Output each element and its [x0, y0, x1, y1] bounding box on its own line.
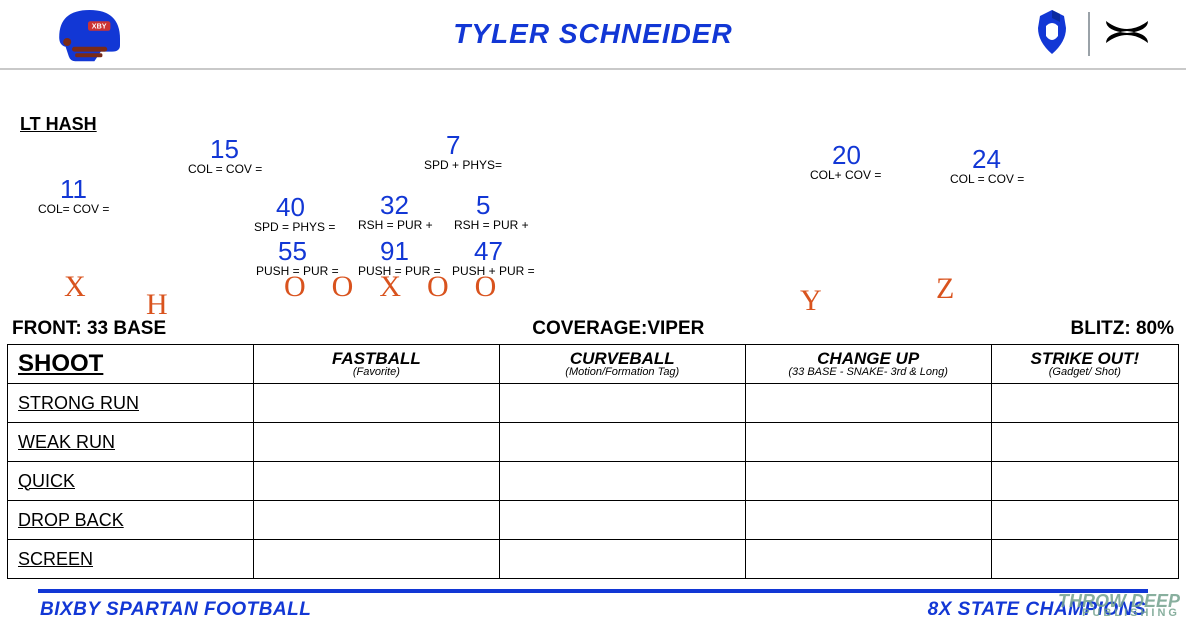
receiver-X: X — [64, 270, 86, 304]
offensive-line: OOXOO — [284, 270, 522, 304]
hash-label: LT HASH — [20, 114, 97, 135]
defender-num-20: 20 — [832, 140, 861, 171]
cell — [253, 462, 499, 501]
row-strong-run: STRONG RUN — [8, 384, 254, 423]
col-curveball: CURVEBALL(Motion/Formation Tag) — [499, 345, 745, 384]
formation-diagram: LT HASH 11COL= COV =15COL = COV =40SPD =… — [8, 70, 1178, 318]
defender-num-15: 15 — [210, 134, 239, 165]
defender-num-55: 55 — [278, 236, 307, 267]
front-tag: FRONT: 33 BASE — [12, 318, 166, 340]
logo-divider — [1088, 12, 1090, 56]
coverage-tag: COVERAGE:VIPER — [532, 318, 704, 340]
cell — [499, 423, 745, 462]
defender-attr-15: COL = COV = — [188, 162, 262, 176]
row-drop-back: DROP BACK — [8, 501, 254, 540]
header-logos — [1030, 8, 1150, 60]
footer: BIXBY SPARTAN FOOTBALL 8X STATE CHAMPION… — [40, 599, 1146, 621]
cell — [745, 384, 991, 423]
defender-attr-32: RSH = PUR + — [358, 218, 433, 232]
col-changeup: CHANGE UP(33 BASE - SNAKE- 3rd & Long) — [745, 345, 991, 384]
play-card: XBY TYLER SCHNEIDER LT HASH 11COL= COV =… — [0, 0, 1186, 625]
cell — [991, 423, 1178, 462]
col-shoot: SHOOT — [8, 345, 254, 384]
cell — [991, 462, 1178, 501]
watermark: THROW DEEPPUBLISHING — [1058, 593, 1180, 619]
defender-attr-40: SPD = PHYS = — [254, 220, 335, 234]
cell — [499, 384, 745, 423]
header-bar: XBY TYLER SCHNEIDER — [0, 0, 1186, 70]
cell — [991, 540, 1178, 579]
defender-num-24: 24 — [972, 144, 1001, 175]
receiver-Z: Z — [936, 272, 954, 306]
receiver-H: H — [146, 288, 168, 322]
cell — [745, 462, 991, 501]
defender-attr-11: COL= COV = — [38, 202, 109, 216]
defender-num-5: 5 — [476, 190, 490, 221]
cell — [499, 540, 745, 579]
defender-num-47: 47 — [474, 236, 503, 267]
defender-attr-24: COL = COV = — [950, 172, 1024, 186]
scheme-tags: FRONT: 33 BASE COVERAGE:VIPER BLITZ: 80% — [12, 318, 1174, 340]
blitz-tag: BLITZ: 80% — [1071, 318, 1174, 340]
receiver-Y: Y — [800, 284, 822, 318]
cell — [745, 540, 991, 579]
row-quick: QUICK — [8, 462, 254, 501]
cell — [499, 462, 745, 501]
row-weak-run: WEAK RUN — [8, 423, 254, 462]
play-call-table: SHOOTFASTBALL(Favorite)CURVEBALL(Motion/… — [7, 344, 1179, 579]
cell — [745, 501, 991, 540]
defender-num-40: 40 — [276, 192, 305, 223]
defender-attr-5: RSH = PUR + — [454, 218, 529, 232]
cell — [991, 384, 1178, 423]
footer-rule — [38, 589, 1148, 593]
defender-num-91: 91 — [380, 236, 409, 267]
col-strikeout: STRIKE OUT!(Gadget/ Shot) — [991, 345, 1178, 384]
cell — [253, 540, 499, 579]
cell — [253, 423, 499, 462]
cell — [991, 501, 1178, 540]
player-title: TYLER SCHNEIDER — [0, 18, 1186, 50]
spartan-icon — [1030, 8, 1074, 61]
cell — [253, 501, 499, 540]
cell — [499, 501, 745, 540]
col-fastball: FASTBALL(Favorite) — [253, 345, 499, 384]
defender-attr-20: COL+ COV = — [810, 168, 881, 182]
footer-left: BIXBY SPARTAN FOOTBALL — [40, 599, 311, 621]
defender-num-11: 11 — [60, 174, 87, 205]
cell — [253, 384, 499, 423]
defender-attr-7: SPD + PHYS= — [424, 158, 502, 172]
row-screen: SCREEN — [8, 540, 254, 579]
defender-num-32: 32 — [380, 190, 409, 221]
cell — [745, 423, 991, 462]
underarmour-icon — [1104, 17, 1150, 52]
defender-num-7: 7 — [446, 130, 460, 161]
